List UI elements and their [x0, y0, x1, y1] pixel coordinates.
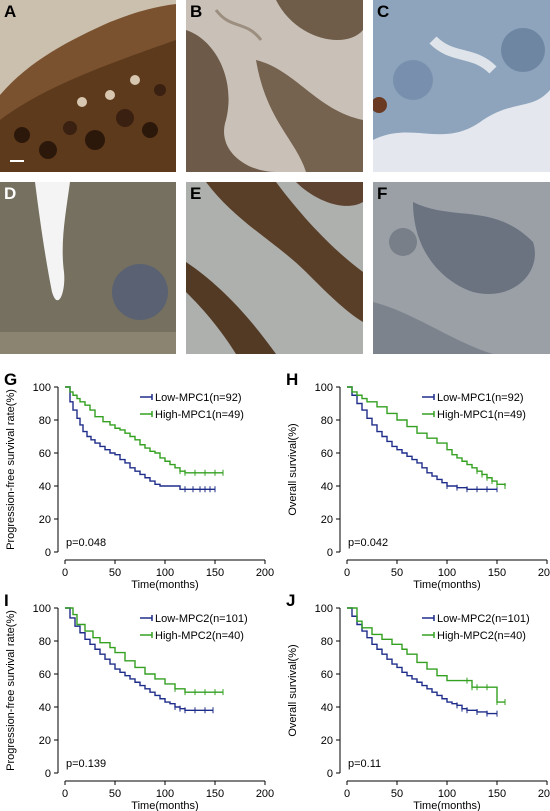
p-value: p=0.042	[348, 537, 388, 549]
y-tick-label: 100	[33, 382, 51, 394]
x-tick-label: 0	[62, 788, 68, 800]
y-tick-label: 80	[321, 636, 333, 648]
x-tick-label: 100	[438, 567, 456, 579]
panel-label: J	[286, 591, 295, 610]
ihc-image-c	[373, 0, 550, 172]
panel-label-f: F	[377, 184, 388, 203]
x-tick-label: 200	[538, 567, 550, 579]
p-value: p=0.048	[66, 537, 106, 549]
y-tick-label: 40	[321, 481, 333, 493]
panel-label: G	[4, 370, 17, 389]
p-value: p=0.139	[66, 758, 106, 770]
y-tick-label: 100	[315, 382, 333, 394]
x-tick-label: 0	[344, 788, 350, 800]
survival-curve-low	[347, 607, 497, 715]
panel-label-e: E	[190, 184, 202, 203]
legend-entry: High-MPC2(n=40)	[155, 630, 244, 642]
y-tick-label: 80	[321, 415, 333, 427]
y-axis-label: Overall survival(%)	[287, 644, 299, 736]
x-axis-label: Time(months)	[131, 800, 198, 811]
x-tick-label: 0	[344, 567, 350, 579]
y-axis-label: Overall survival(%)	[287, 423, 299, 515]
x-axis-label: Time(months)	[413, 579, 480, 591]
x-tick-label: 100	[156, 567, 174, 579]
legend-entry: Low-MPC2(n=101)	[437, 613, 530, 625]
x-tick-label: 150	[206, 788, 224, 800]
y-tick-label: 80	[39, 636, 51, 648]
legend-entry: High-MPC1(n=49)	[155, 409, 244, 421]
x-axis-label: Time(months)	[413, 800, 480, 811]
x-tick-label: 50	[391, 567, 403, 579]
x-axis-label: Time(months)	[131, 579, 198, 591]
ihc-image-a	[0, 0, 176, 172]
chart-i: I 0 20 40 60 80 100 0 50 100 150 200 Time(months) Pro…	[4, 591, 274, 811]
x-tick-label: 150	[488, 567, 506, 579]
panel-label-d: D	[4, 184, 17, 203]
survival-curve-high	[347, 386, 506, 486]
y-tick-label: 100	[33, 603, 51, 615]
y-tick-label: 20	[39, 514, 51, 526]
x-tick-label: 50	[391, 788, 403, 800]
y-tick-label: 40	[39, 702, 51, 714]
chart-h: H 0 20 40 60 80 100 0 50 100 150 200 Time(months) Ove…	[286, 370, 550, 591]
survival-curve-high	[65, 607, 223, 693]
y-tick-label: 60	[321, 448, 333, 460]
chart-g: G 0 20 40 60 80 100 0 50 100 150 200 Time(months) Pro…	[4, 370, 274, 591]
y-tick-label: 20	[321, 735, 333, 747]
y-axis-label: Progression-free survival rate(%)	[5, 610, 17, 771]
legend-entry: Low-MPC1(n=92)	[155, 392, 242, 404]
y-tick-label: 0	[327, 547, 333, 559]
x-tick-label: 50	[109, 567, 121, 579]
panel-label-a: A	[4, 2, 17, 21]
y-tick-label: 40	[39, 481, 51, 493]
ihc-image-e	[186, 182, 363, 354]
legend-entry: High-MPC2(n=40)	[437, 630, 526, 642]
y-tick-label: 0	[45, 768, 51, 780]
survival-curve-low	[65, 386, 215, 490]
y-tick-label: 0	[45, 547, 51, 559]
survival-curve-low	[65, 607, 213, 711]
y-tick-label: 60	[39, 669, 51, 681]
x-tick-label: 50	[109, 788, 121, 800]
y-tick-label: 20	[321, 514, 333, 526]
x-tick-label: 100	[438, 788, 456, 800]
survival-curve-high	[65, 386, 223, 474]
y-tick-label: 0	[327, 768, 333, 780]
x-tick-label: 100	[156, 788, 174, 800]
chart-j: J 0 20 40 60 80 100 0 50 100 150 200 Time(months) Ove…	[286, 591, 550, 811]
legend-entry: Low-MPC1(n=92)	[437, 392, 524, 404]
x-tick-label: 200	[256, 567, 274, 579]
y-tick-label: 20	[39, 735, 51, 747]
y-tick-label: 40	[321, 702, 333, 714]
legend-entry: Low-MPC2(n=101)	[155, 613, 248, 625]
y-tick-label: 100	[315, 603, 333, 615]
y-tick-label: 60	[39, 448, 51, 460]
panel-label-c: C	[377, 2, 390, 21]
panel-label: I	[4, 591, 9, 610]
x-tick-label: 200	[538, 788, 550, 800]
ihc-image-b	[186, 0, 363, 172]
y-tick-label: 80	[39, 415, 51, 427]
panel-label-b: B	[190, 2, 203, 21]
y-tick-label: 60	[321, 669, 333, 681]
x-tick-label: 150	[488, 788, 506, 800]
x-tick-label: 200	[256, 788, 274, 800]
legend-entry: High-MPC1(n=49)	[437, 409, 526, 421]
p-value: p=0.11	[348, 758, 381, 770]
ihc-image-f	[373, 182, 550, 354]
panel-label: H	[286, 370, 298, 389]
x-tick-label: 0	[62, 567, 68, 579]
ihc-image-d	[0, 182, 176, 354]
x-tick-label: 150	[206, 567, 224, 579]
y-axis-label: Progression-free survival rate(%)	[5, 389, 17, 550]
